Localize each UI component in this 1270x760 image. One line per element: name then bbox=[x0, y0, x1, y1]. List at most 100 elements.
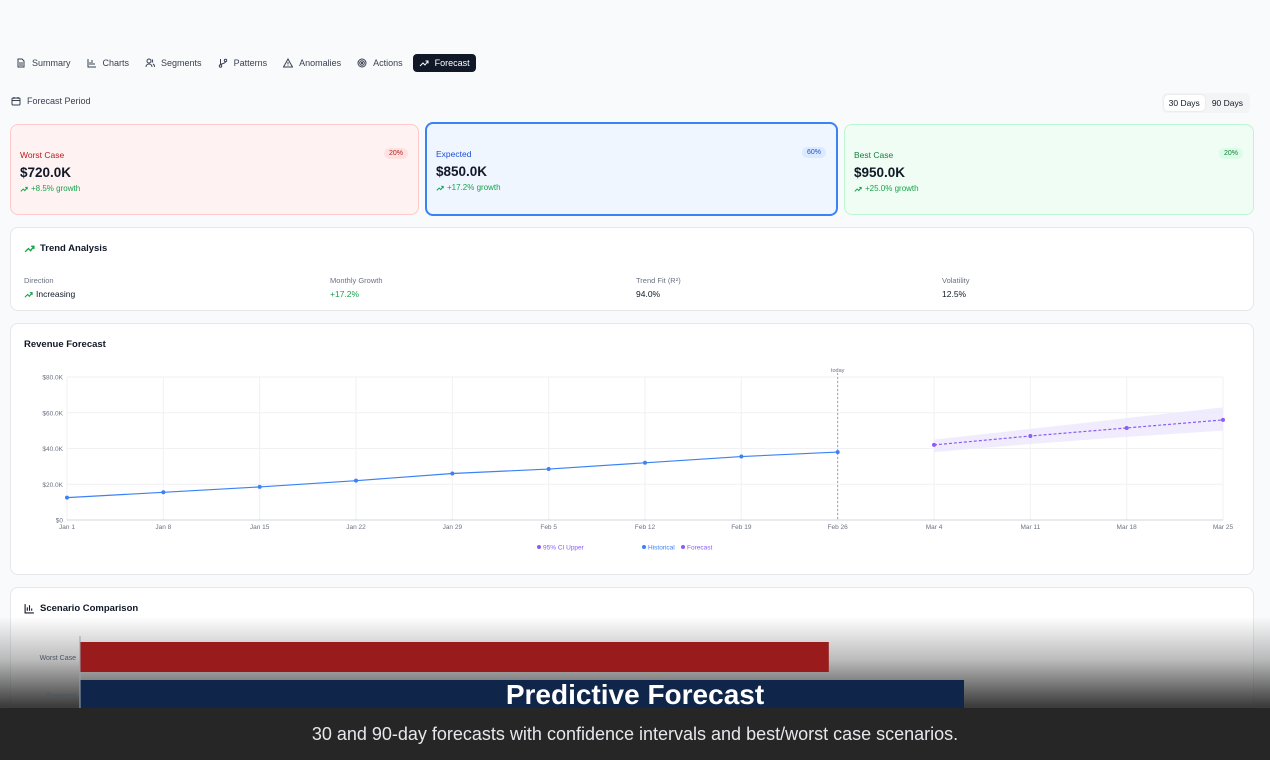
scenario-growth-text: +17.2% growth bbox=[447, 183, 501, 192]
trending-up-icon bbox=[20, 186, 28, 192]
historical-point bbox=[354, 478, 358, 483]
legend-label: 95% CI Upper bbox=[543, 545, 585, 552]
forecast-period: Forecast Period bbox=[11, 96, 91, 106]
historical-point bbox=[643, 460, 647, 465]
probability-badge: 20% bbox=[1218, 148, 1243, 159]
historical-point bbox=[739, 454, 744, 459]
metric-label: Monthly Growth bbox=[330, 276, 383, 285]
x-tick-label: Feb 19 bbox=[731, 524, 752, 531]
period-option-90[interactable]: 90 Days bbox=[1211, 98, 1243, 108]
probability-badge: 60% bbox=[801, 147, 826, 158]
trend-analysis-title: Trend Analysis bbox=[24, 243, 107, 254]
tab-patterns[interactable]: Patterns bbox=[212, 54, 274, 72]
trend-title-text: Trend Analysis bbox=[40, 243, 108, 254]
git-branch-icon bbox=[218, 58, 227, 68]
historical-point bbox=[546, 467, 551, 472]
forecast-line bbox=[933, 419, 1224, 446]
legend-label: Historical bbox=[648, 545, 675, 552]
y-tick-label: $0 bbox=[56, 518, 64, 525]
trending-up-icon bbox=[24, 291, 33, 298]
metric-direction: Direction Increasing bbox=[24, 276, 75, 299]
comparison-title-text: Scenario Comparison bbox=[40, 603, 139, 614]
tab-label: Actions bbox=[373, 58, 403, 68]
y-tick-label: $40.0K bbox=[42, 446, 63, 453]
historical-point bbox=[161, 490, 166, 495]
caption-subtitle: 30 and 90-day forecasts with confidence … bbox=[311, 724, 959, 744]
x-tick-label: Mar 18 bbox=[1117, 524, 1138, 531]
caption-title: Predictive Forecast bbox=[505, 679, 765, 710]
tab-label: Segments bbox=[161, 58, 202, 68]
trending-up-icon bbox=[419, 60, 429, 67]
trending-up-icon bbox=[854, 186, 862, 192]
probability-badge: 20% bbox=[383, 148, 408, 159]
x-tick-label: Jan 8 bbox=[155, 524, 171, 531]
metric-value: 94.0% bbox=[636, 289, 661, 299]
forecast-point bbox=[932, 442, 936, 447]
legend-label: Forecast bbox=[687, 545, 712, 552]
metric-value: Increasing bbox=[24, 289, 75, 299]
tab-label: Summary bbox=[32, 58, 71, 68]
x-tick-label: Feb 12 bbox=[635, 524, 656, 531]
forecast-point bbox=[1028, 433, 1033, 438]
tab-label: Charts bbox=[102, 58, 130, 68]
tab-summary[interactable]: Summary bbox=[10, 54, 77, 72]
scenario-card-best: Best Case 20% $950.0K +25.0% growth bbox=[844, 124, 1254, 215]
x-tick-label: Feb 26 bbox=[828, 524, 849, 531]
scenario-value: $720.0K bbox=[20, 165, 72, 180]
legend-marker bbox=[681, 545, 685, 549]
tab-forecast[interactable]: Forecast bbox=[412, 54, 476, 72]
historical-point bbox=[65, 495, 69, 500]
y-tick-label: $20.0K bbox=[42, 482, 63, 489]
scenario-name: Worst Case bbox=[20, 150, 65, 160]
tab-label: Forecast bbox=[434, 58, 470, 68]
caption-band bbox=[0, 708, 1270, 760]
trend-analysis-card: Trend Analysis Direction Increasing Mont… bbox=[10, 227, 1254, 311]
scenario-growth: +17.2% growth bbox=[436, 183, 501, 192]
revenue-forecast-chart: $0 $20.0K $40.0K $60.0K $80.0K Jan 1 Jan 8 Jan … bbox=[42, 368, 1234, 552]
metric-label: Direction bbox=[24, 276, 54, 285]
x-tick-label: Jan 1 bbox=[59, 524, 75, 531]
scenario-growth-text: +25.0% growth bbox=[865, 184, 919, 193]
comparison-title: Scenario Comparison bbox=[24, 603, 138, 614]
metric-trend-fit: Trend Fit (R²) 94.0% bbox=[636, 276, 681, 299]
period-toggle: 30 Days 90 Days bbox=[1161, 93, 1250, 113]
comparison-bar-label: Worst Case bbox=[40, 655, 77, 662]
tab-label: Patterns bbox=[233, 58, 268, 68]
x-tick-label: Mar 11 bbox=[1020, 524, 1040, 531]
x-tick-label: Jan 15 bbox=[250, 524, 270, 531]
tab-actions[interactable]: Actions bbox=[351, 54, 409, 72]
x-tick-label: Jan 22 bbox=[346, 524, 366, 531]
tab-segments[interactable]: Segments bbox=[139, 54, 208, 72]
users-icon bbox=[145, 58, 156, 68]
today-label: today bbox=[831, 368, 845, 374]
x-tick-label: Mar 25 bbox=[1213, 524, 1234, 531]
calendar-icon bbox=[11, 97, 21, 106]
bar-chart-icon bbox=[24, 604, 34, 614]
confidence-band bbox=[934, 407, 1223, 453]
trending-up-icon bbox=[436, 185, 444, 191]
tab-charts[interactable]: Charts bbox=[81, 54, 136, 72]
scenario-growth: +8.5% growth bbox=[20, 184, 80, 193]
revenue-forecast-card: Revenue Forecast $0 $20.0K $40.0K $60.0K $80… bbox=[10, 323, 1254, 575]
bar-chart-icon bbox=[87, 59, 96, 68]
scenario-value: $850.0K bbox=[436, 164, 488, 179]
tab-anomalies[interactable]: Anomalies bbox=[277, 54, 347, 72]
historical-point bbox=[257, 484, 262, 489]
tab-bar: Summary Charts Segments Patterns Anomali… bbox=[10, 54, 476, 72]
trending-up-icon bbox=[24, 245, 35, 253]
metric-value-text: Increasing bbox=[36, 289, 76, 299]
target-icon bbox=[357, 58, 367, 68]
scenario-growth-text: +8.5% growth bbox=[31, 184, 81, 193]
scenario-value: $950.0K bbox=[854, 165, 906, 180]
historical-point bbox=[450, 471, 455, 476]
y-tick-label: $60.0K bbox=[42, 410, 63, 417]
chart-title: Revenue Forecast bbox=[24, 339, 106, 350]
metric-value: 12.5% bbox=[942, 289, 967, 299]
period-option-30[interactable]: 30 Days bbox=[1163, 95, 1205, 111]
comparison-bar-label: Expected bbox=[47, 693, 76, 700]
y-tick-label: $80.0K bbox=[42, 375, 63, 382]
metric-label: Volatility bbox=[942, 276, 970, 285]
x-tick-label: Jan 29 bbox=[443, 524, 463, 531]
forecast-period-label: Forecast Period bbox=[27, 96, 91, 106]
